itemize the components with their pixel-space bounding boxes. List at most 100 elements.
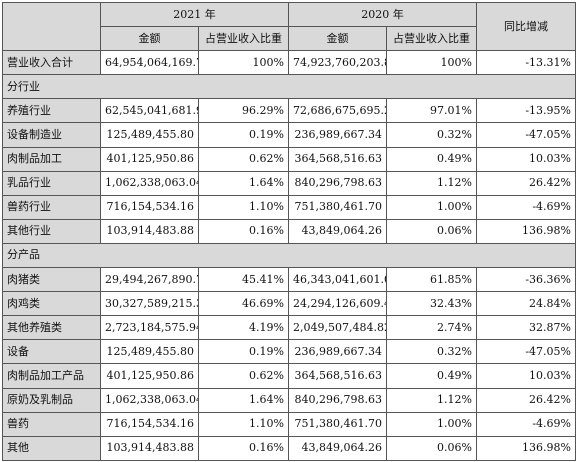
- ratio-2020: 0.06%: [386, 435, 477, 461]
- yoy: 26.42%: [476, 170, 576, 196]
- row-label: 肉鸡类: [2, 291, 101, 317]
- amount-2021: 125,489,455.80: [100, 339, 199, 365]
- table-row: 兽药行业 716,154,534.16 1.10% 751,380,461.70 1.0…: [2, 194, 576, 220]
- total-yoy: -13.31%: [476, 50, 576, 76]
- yoy: -4.69%: [476, 411, 576, 437]
- yoy: 26.42%: [476, 387, 576, 413]
- yoy: -47.05%: [476, 122, 576, 148]
- row-label: 其他行业: [2, 218, 101, 244]
- amount-2021: 401,125,950.86: [100, 146, 199, 172]
- total-ratio-2020: 100%: [386, 50, 477, 76]
- ratio-2021: 0.62%: [198, 363, 289, 389]
- amount-2021: 30,327,589,215.31: [100, 291, 199, 317]
- ratio-2020: 0.32%: [386, 122, 477, 148]
- ratio-2021: 0.19%: [198, 122, 289, 148]
- yoy: 10.03%: [476, 146, 576, 172]
- ratio-2020: 1.12%: [386, 387, 477, 413]
- header-yoy: 同比增减: [476, 1, 576, 52]
- row-label: 原奶及乳制品: [2, 387, 101, 413]
- yoy: 136.98%: [476, 218, 576, 244]
- ratio-2021: 0.16%: [198, 218, 289, 244]
- table-row: 肉鸡类30,327,589,215.3146.69%24,294,126,609…: [2, 291, 576, 317]
- ratio-2020: 1.00%: [386, 411, 477, 437]
- yoy: 32.87%: [476, 315, 576, 341]
- ratio-2021: 4.19%: [198, 315, 289, 341]
- amount-2020: 840,296,798.63: [288, 387, 387, 413]
- ratio-2021: 45.41%: [198, 267, 289, 293]
- amount-2021: 1,062,338,063.04: [100, 170, 199, 196]
- table-row: 肉制品加工 401,125,950.86 0.62% 364,568,516.63 0.…: [2, 146, 576, 172]
- amount-2021: 1,062,338,063.04: [100, 387, 199, 413]
- row-label: 设备: [2, 339, 101, 365]
- amount-2020: 751,380,461.70: [288, 194, 387, 220]
- amount-2020: 24,294,126,609.40: [288, 291, 387, 317]
- ratio-2020: 97.01%: [386, 98, 477, 124]
- ratio-2021: 46.69%: [198, 291, 289, 317]
- table-row: 肉制品加工产品 401,125,950.86 0.62% 364,568,516.63…: [2, 363, 576, 389]
- ratio-2020: 0.49%: [386, 146, 477, 172]
- amount-2021: 401,125,950.86: [100, 363, 199, 389]
- header-year-2020: 2020 年: [288, 1, 477, 28]
- section-header-row: 分行业: [2, 74, 576, 100]
- amount-2020: 236,989,667.34: [288, 122, 387, 148]
- ratio-2020: 32.43%: [386, 291, 477, 317]
- table-row: 其他 103,914,483.88 0.16% 43,849,064.26 0.06% 1…: [2, 435, 576, 461]
- amount-2021: 716,154,534.16: [100, 194, 199, 220]
- yoy: -47.05%: [476, 339, 576, 365]
- header-year-2021: 2021 年: [100, 1, 289, 28]
- ratio-2021: 1.10%: [198, 194, 289, 220]
- amount-2021: 716,154,534.16: [100, 411, 199, 437]
- amount-2020: 43,849,064.26: [288, 435, 387, 461]
- amount-2020: 46,343,041,601.06: [288, 267, 387, 293]
- ratio-2021: 1.64%: [198, 387, 289, 413]
- total-label: 营业收入合计: [2, 50, 101, 76]
- table-row: 肉猪类29,494,267,890.7445.41%46,343,041,601…: [2, 267, 576, 293]
- total-amount-2021: 64,954,064,169.73: [100, 50, 199, 76]
- table-row: 乳品行业 1,062,338,063.04 1.64% 840,296,798.63 1…: [2, 170, 576, 196]
- header-empty-cell: [2, 1, 101, 52]
- ratio-2021: 96.29%: [198, 98, 289, 124]
- section-header-row: 分产品: [2, 242, 576, 269]
- ratio-2021: 1.10%: [198, 411, 289, 437]
- amount-2021: 103,914,483.88: [100, 218, 199, 244]
- ratio-2020: 0.06%: [386, 218, 477, 244]
- header-amount-2020: 金额: [288, 26, 387, 52]
- ratio-2020: 0.49%: [386, 363, 477, 389]
- row-label: 肉制品加工产品: [2, 363, 101, 389]
- amount-2021: 2,723,184,575.94: [100, 315, 199, 341]
- row-label: 兽药行业: [2, 194, 101, 220]
- amount-2020: 236,989,667.34: [288, 339, 387, 365]
- yoy: 10.03%: [476, 363, 576, 389]
- amount-2021: 62,545,041,681.99: [100, 98, 199, 124]
- ratio-2021: 0.62%: [198, 146, 289, 172]
- row-label: 其他养殖类: [2, 315, 101, 341]
- table-row: 设备制造业 125,489,455.80 0.19% 236,989,667.34 0.…: [2, 122, 576, 148]
- section-title: 分产品: [2, 242, 576, 269]
- amount-2020: 364,568,516.63: [288, 146, 387, 172]
- header-ratio-2020: 占营业收入比重: [386, 26, 477, 52]
- amount-2020: 72,686,675,695.28: [288, 98, 387, 124]
- header-ratio-2021: 占营业收入比重: [198, 26, 289, 52]
- yoy: 24.84%: [476, 291, 576, 317]
- ratio-2020: 2.74%: [386, 315, 477, 341]
- amount-2021: 29,494,267,890.74: [100, 267, 199, 293]
- row-label: 乳品行业: [2, 170, 101, 196]
- amount-2020: 751,380,461.70: [288, 411, 387, 437]
- ratio-2021: 0.19%: [198, 339, 289, 365]
- ratio-2021: 0.16%: [198, 435, 289, 461]
- amount-2020: 2,049,507,484.82: [288, 315, 387, 341]
- header-row-metrics: 金额 占营业收入比重 金额 占营业收入比重: [3, 26, 576, 52]
- table-row: 其他行业 103,914,483.88 0.16% 43,849,064.26 0.06…: [2, 218, 576, 244]
- table-row: 其他养殖类 2,723,184,575.94 4.19% 2,049,507,484.…: [2, 315, 576, 341]
- ratio-2020: 61.85%: [386, 267, 477, 293]
- amount-2020: 840,296,798.63: [288, 170, 387, 196]
- ratio-2020: 1.00%: [386, 194, 477, 220]
- row-label: 其他: [2, 435, 101, 461]
- total-row: 营业收入合计 64,954,064,169.73 100% 74,923,760…: [2, 50, 576, 76]
- table-row: 兽药 716,154,534.16 1.10% 751,380,461.70 1.00%…: [2, 411, 576, 437]
- amount-2020: 43,849,064.26: [288, 218, 387, 244]
- amount-2021: 125,489,455.80: [100, 122, 199, 148]
- row-label: 养殖行业: [2, 98, 101, 124]
